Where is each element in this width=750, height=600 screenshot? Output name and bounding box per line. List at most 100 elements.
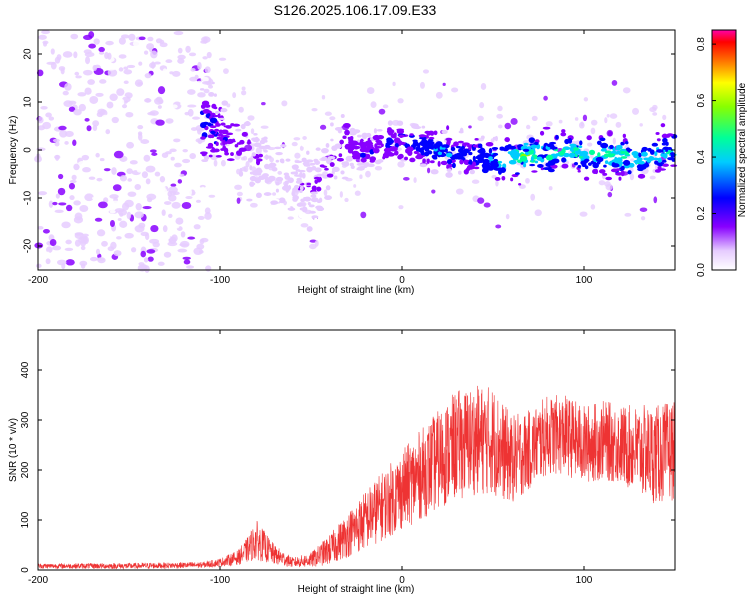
spectrogram-noise-blob (639, 123, 643, 127)
spectrogram-ridge-blob (608, 153, 616, 156)
spectrogram-noise-blob (247, 115, 255, 121)
spectrogram-noise-blob (311, 108, 318, 112)
spectrogram-ridge-blob (445, 152, 453, 158)
spectrogram-ridge-blob (602, 172, 608, 176)
spectrogram-noise-blob (81, 154, 90, 161)
spectrogram-noise-blob (57, 173, 64, 180)
spectrogram-ridge-blob (597, 152, 601, 158)
spectrogram-ridge-blob (555, 134, 559, 140)
spectrogram-ridge-blob (426, 158, 430, 164)
spectrogram-ridge-blob (397, 154, 403, 160)
spectrogram-noise-blob (382, 104, 389, 109)
spectrogram-noise-blob (188, 52, 197, 57)
spectrogram-ridge-blob (600, 142, 609, 149)
spectrogram-noise-blob (197, 61, 202, 70)
spectrogram-noise-blob (495, 224, 502, 229)
spectrogram-ridge-blob (270, 200, 279, 205)
spectrogram-noise-blob (78, 103, 87, 112)
spectrogram-noise-blob (398, 205, 404, 210)
spectrogram-noise-blob (65, 259, 75, 266)
spectrogram-ridge-blob (390, 146, 398, 152)
spectrogram-ridge-blob (455, 145, 462, 149)
spectrogram-ridge-blob (372, 134, 381, 141)
spectrogram-noise-blob (185, 45, 191, 53)
spectrogram-noise-blob (632, 107, 640, 115)
spectrogram-ridge-blob (577, 169, 581, 173)
spectrogram-ridge-blob (382, 155, 386, 160)
colorbar-tick-label: 0.6 (696, 93, 707, 107)
spectrogram-ridge-blob (501, 175, 506, 181)
spectrogram-noise-blob (79, 260, 88, 267)
spectrogram-noise-blob (179, 141, 187, 146)
spectrogram-noise-blob (622, 87, 631, 94)
spectrogram-ridge-blob (426, 131, 432, 136)
spectrogram-noise-blob (495, 180, 499, 187)
colorbar: 0.0 0.2 0.4 0.6 0.8 Normalized spectral ampl… (696, 29, 748, 277)
spectrogram-noise-blob (157, 105, 162, 109)
spectrogram-noise-blob (205, 265, 212, 272)
spectrogram-ridge-blob (247, 157, 253, 163)
spectrogram-ridge-blob (283, 183, 289, 188)
spectrogram-ridge-blob (218, 129, 224, 134)
spectrogram-noise-blob (442, 82, 446, 87)
spectrogram-ridge-blob (300, 213, 306, 220)
spectrogram-ridge-blob (468, 151, 473, 156)
spectrogram-ridge-blob (462, 148, 470, 154)
spectrogram-ridge-blob (331, 166, 340, 172)
spectrogram-noise-blob (56, 259, 67, 266)
spectrogram-noise-blob (68, 182, 76, 190)
spectrogram-ridge-blob (269, 204, 277, 209)
spectrogram-noise-blob (79, 239, 87, 247)
spectrogram-ridge-blob (336, 157, 344, 162)
spectrogram-ridge-blob (542, 167, 551, 171)
spectrogram-ridge-blob (422, 158, 426, 164)
spectrogram-noise-blob (106, 66, 117, 71)
spectrogram-noise-blob (177, 248, 188, 253)
spectrogram-ridge-blob (326, 158, 332, 165)
spectrogram-ridge-blob (510, 177, 514, 182)
spectrogram-ridge-blob (299, 185, 304, 191)
spectrogram-noise-blob (154, 171, 161, 177)
spectrogram-ridge-blob (446, 125, 450, 131)
spectrogram-marks (34, 29, 678, 273)
spectrogram-noise-blob (46, 246, 53, 254)
spectrogram-ridge-blob (244, 188, 250, 195)
spectrogram-ridge-blob (396, 128, 405, 132)
spectrogram-noise-blob (138, 36, 146, 41)
spectrogram-ridge-blob (284, 180, 289, 186)
spectrogram-ridge-blob (342, 135, 347, 140)
spectrogram-noise-blob (121, 104, 128, 109)
spectrogram-noise-blob (195, 80, 204, 85)
spectrogram-noise-blob (324, 111, 332, 116)
spectrogram-ridge-blob (654, 169, 661, 173)
spectrogram-noise-blob (57, 187, 66, 196)
spectrogram-ridge-blob (542, 126, 551, 130)
colorbar-gradient (711, 29, 737, 271)
spectrogram-noise-blob (147, 256, 154, 262)
spectrogram-ridge-blob (207, 142, 214, 148)
spectrogram-noise-blob (138, 133, 143, 141)
spectrogram-noise-blob (41, 139, 46, 144)
spectrogram-noise-blob (607, 191, 613, 198)
spectrogram-ridge-blob (329, 162, 335, 167)
spectrogram-ridge-blob (255, 158, 263, 162)
spectrogram-noise-blob (145, 106, 155, 112)
spectrogram-ridge-blob (215, 141, 219, 147)
spectrogram-ridge-blob (493, 158, 499, 163)
spectrogram-ridge-blob (477, 154, 485, 160)
spectrogram-ridge-blob (450, 146, 456, 152)
spectrogram-ridge-blob (418, 147, 423, 153)
spectrogram-noise-blob (144, 265, 150, 273)
spectrogram-ridge-blob (218, 117, 225, 121)
spectrogram-ridge-blob (296, 202, 304, 207)
spectrogram-noise-blob (111, 167, 117, 175)
spectrogram-ridge-blob (670, 154, 676, 158)
spectrogram-noise-blob (134, 211, 144, 219)
spectrogram-ridge-blob (286, 185, 291, 192)
spectrogram-noise-blob (143, 154, 151, 162)
spectrogram-ridge-blob (376, 128, 383, 132)
spectrogram-noise-blob (73, 108, 82, 116)
snr-axes: -200 -100 0 100 0 100 200 300 400 (20, 330, 675, 586)
spectrogram-ridge-blob (210, 130, 216, 135)
spectrogram-noise-blob (48, 116, 55, 121)
